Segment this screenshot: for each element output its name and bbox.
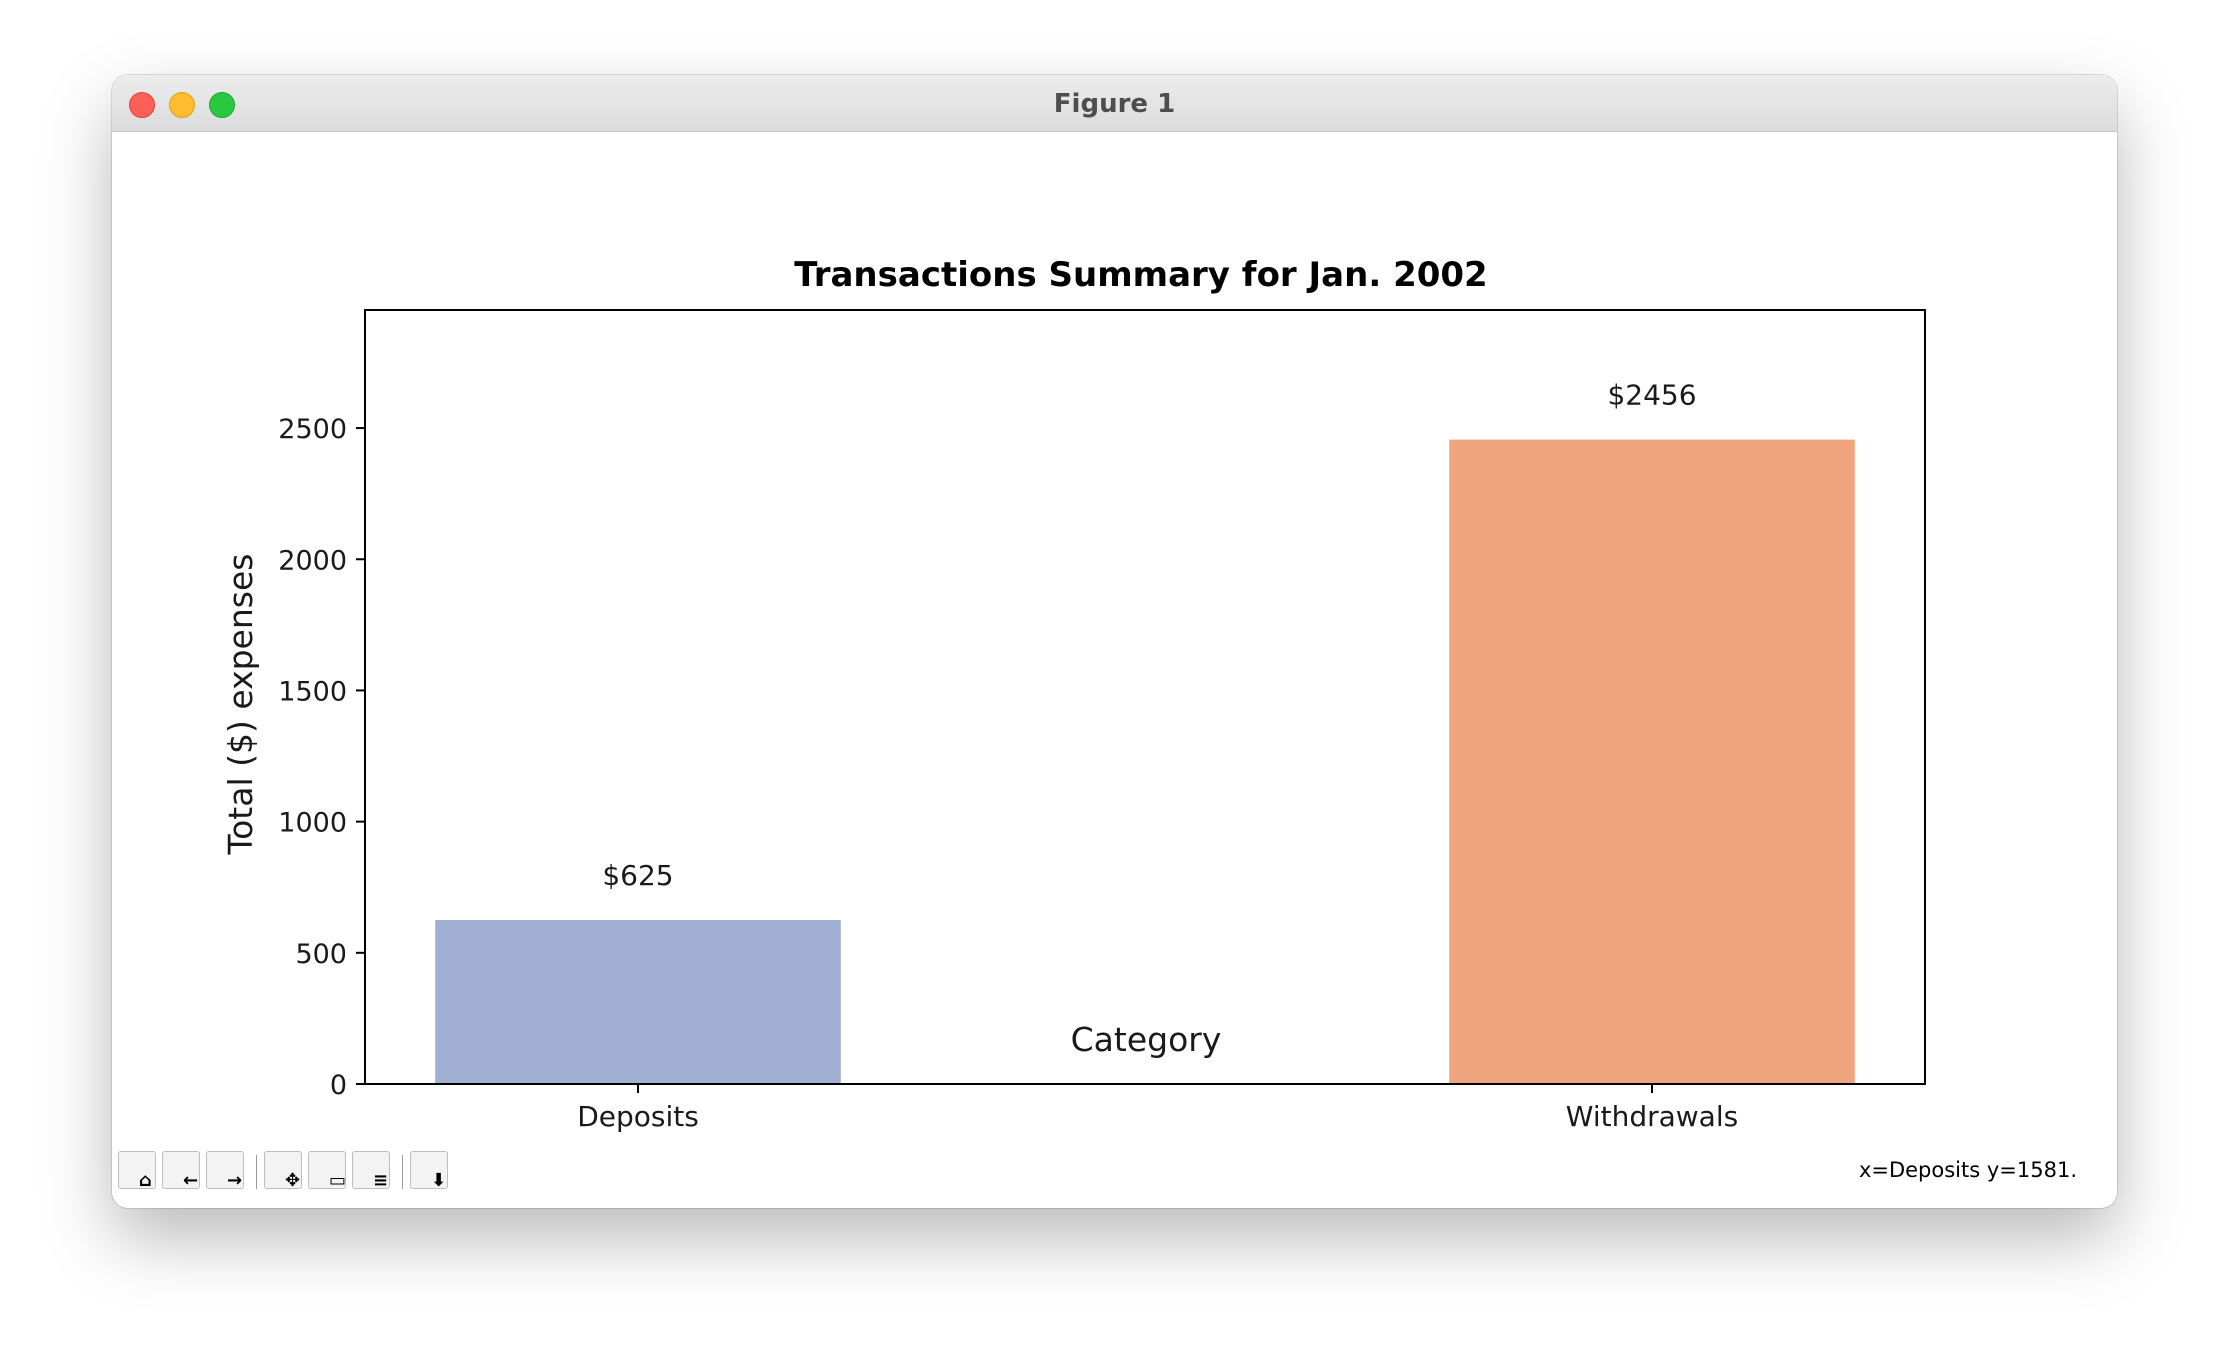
home-button[interactable]: ⌂ <box>118 1151 156 1189</box>
bar-deposits[interactable] <box>435 920 841 1084</box>
save-icon: ⬇ <box>431 1170 447 1189</box>
chart-title: Transactions Summary for Jan. 2002 <box>794 255 1487 295</box>
pan-button[interactable]: ✥ <box>264 1151 302 1189</box>
bar-value-label: $625 <box>602 859 673 892</box>
toolbar-separator <box>256 1155 257 1189</box>
save-button[interactable]: ⬇ <box>410 1151 448 1189</box>
figure-window: Figure 1 Transactions Summary for Jan. 2… <box>112 75 2117 1208</box>
home-icon: ⌂ <box>139 1170 152 1189</box>
y-tick-label: 500 <box>295 939 347 970</box>
cursor-coordinates: x=Deposits y=1581. <box>1858 1158 2077 1182</box>
y-tick-label: 2500 <box>278 414 347 445</box>
x-axis-label: Category <box>1071 1020 1222 1059</box>
minimize-button[interactable] <box>169 92 195 118</box>
back-button[interactable]: ← <box>162 1151 200 1189</box>
zoom-button[interactable]: ▭ <box>308 1151 346 1189</box>
sliders-icon: ≡ <box>373 1170 389 1189</box>
y-tick-label: 2000 <box>278 545 347 576</box>
close-button[interactable] <box>129 92 155 118</box>
bar-chart[interactable]: Transactions Summary for Jan. 2002 $625 $… <box>112 132 2117 1208</box>
bar-withdrawals[interactable] <box>1449 439 1855 1085</box>
y-tick-label: 1500 <box>278 676 347 707</box>
title-bar: Figure 1 <box>112 75 2117 132</box>
zoom-window-button[interactable] <box>209 92 235 118</box>
plot-frame <box>364 309 1926 1085</box>
forward-arrow-icon: → <box>227 1170 243 1189</box>
bar-value-label: $2456 <box>1607 379 1696 412</box>
toolbar-separator <box>402 1155 403 1189</box>
back-arrow-icon: ← <box>183 1170 199 1189</box>
zoom-rect-icon: ▭ <box>329 1170 346 1189</box>
x-tick-label: Withdrawals <box>1566 1100 1738 1133</box>
subplots-button[interactable]: ≡ <box>352 1151 390 1189</box>
y-tick-label: 0 <box>330 1070 347 1101</box>
forward-button[interactable]: → <box>206 1151 244 1189</box>
window-title: Figure 1 <box>1053 89 1176 119</box>
x-tick-label: Deposits <box>577 1100 699 1133</box>
y-axis-label: Total ($) expenses <box>221 554 260 856</box>
move-icon: ✥ <box>285 1170 301 1189</box>
y-tick-label: 1000 <box>278 808 347 839</box>
